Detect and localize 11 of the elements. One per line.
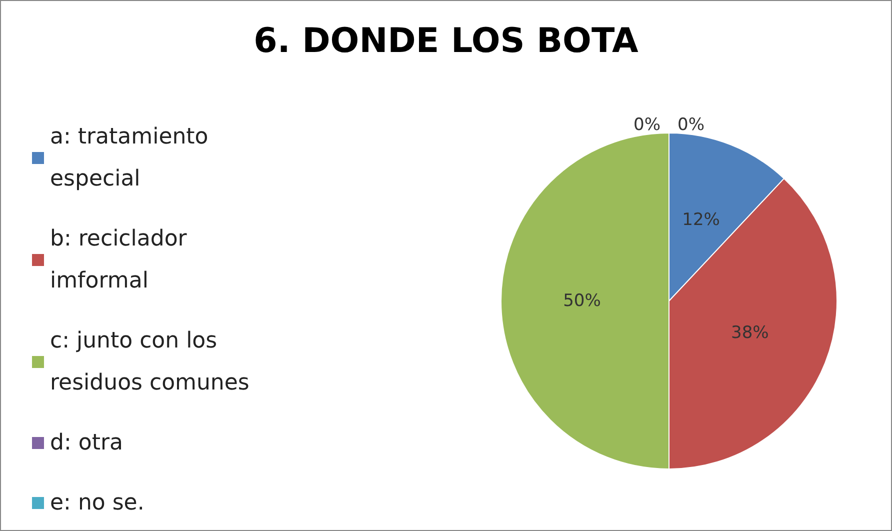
data-label: 50% bbox=[563, 291, 601, 311]
legend-label: a: tratamiento especial bbox=[50, 124, 216, 192]
data-label: 38% bbox=[730, 323, 769, 344]
data-label: 12% bbox=[682, 210, 720, 230]
legend-label: e: no se. bbox=[50, 490, 144, 516]
legend-label: b: reciclador imformal bbox=[50, 226, 194, 294]
chart-title: 6. DONDE LOS BOTA bbox=[254, 21, 639, 61]
text: 0% bbox=[678, 115, 704, 135]
text: 0% bbox=[634, 115, 660, 135]
legend-label: c: junto con los residuos comunes bbox=[50, 328, 250, 396]
legend-label: d: otra bbox=[50, 430, 123, 456]
